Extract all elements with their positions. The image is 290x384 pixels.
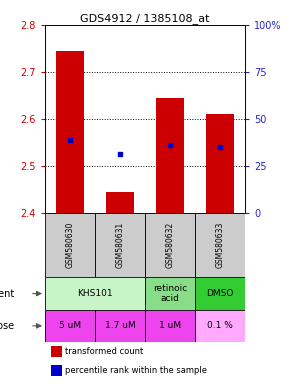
Bar [45, 310, 95, 342]
Bar [195, 213, 245, 277]
Text: 1 uM: 1 uM [159, 321, 181, 330]
Bar [145, 277, 195, 310]
Bar [95, 310, 145, 342]
Text: GSM580631: GSM580631 [115, 222, 124, 268]
Bar [195, 310, 245, 342]
Bar [45, 213, 95, 277]
Bar [145, 310, 195, 342]
Text: GSM580632: GSM580632 [166, 222, 175, 268]
Text: GSM580630: GSM580630 [66, 222, 75, 268]
Bar [156, 98, 184, 213]
Bar [195, 277, 245, 310]
Text: transformed count: transformed count [65, 347, 143, 356]
Text: 0.1 %: 0.1 % [207, 321, 233, 330]
Text: agent: agent [0, 288, 15, 299]
Text: GSM580633: GSM580633 [215, 222, 224, 268]
Bar [56, 51, 84, 213]
Text: 1.7 uM: 1.7 uM [105, 321, 135, 330]
Text: DMSO: DMSO [206, 289, 234, 298]
Bar [106, 192, 134, 213]
Text: 5 uM: 5 uM [59, 321, 81, 330]
Text: dose: dose [0, 321, 15, 331]
Bar [145, 213, 195, 277]
Bar [51, 346, 62, 357]
Text: percentile rank within the sample: percentile rank within the sample [65, 366, 207, 375]
Text: KHS101: KHS101 [77, 289, 113, 298]
Bar [95, 213, 145, 277]
Bar [206, 114, 234, 213]
Bar [51, 365, 62, 376]
Text: retinoic
acid: retinoic acid [153, 284, 187, 303]
Title: GDS4912 / 1385108_at: GDS4912 / 1385108_at [80, 13, 210, 24]
Bar [45, 277, 145, 310]
